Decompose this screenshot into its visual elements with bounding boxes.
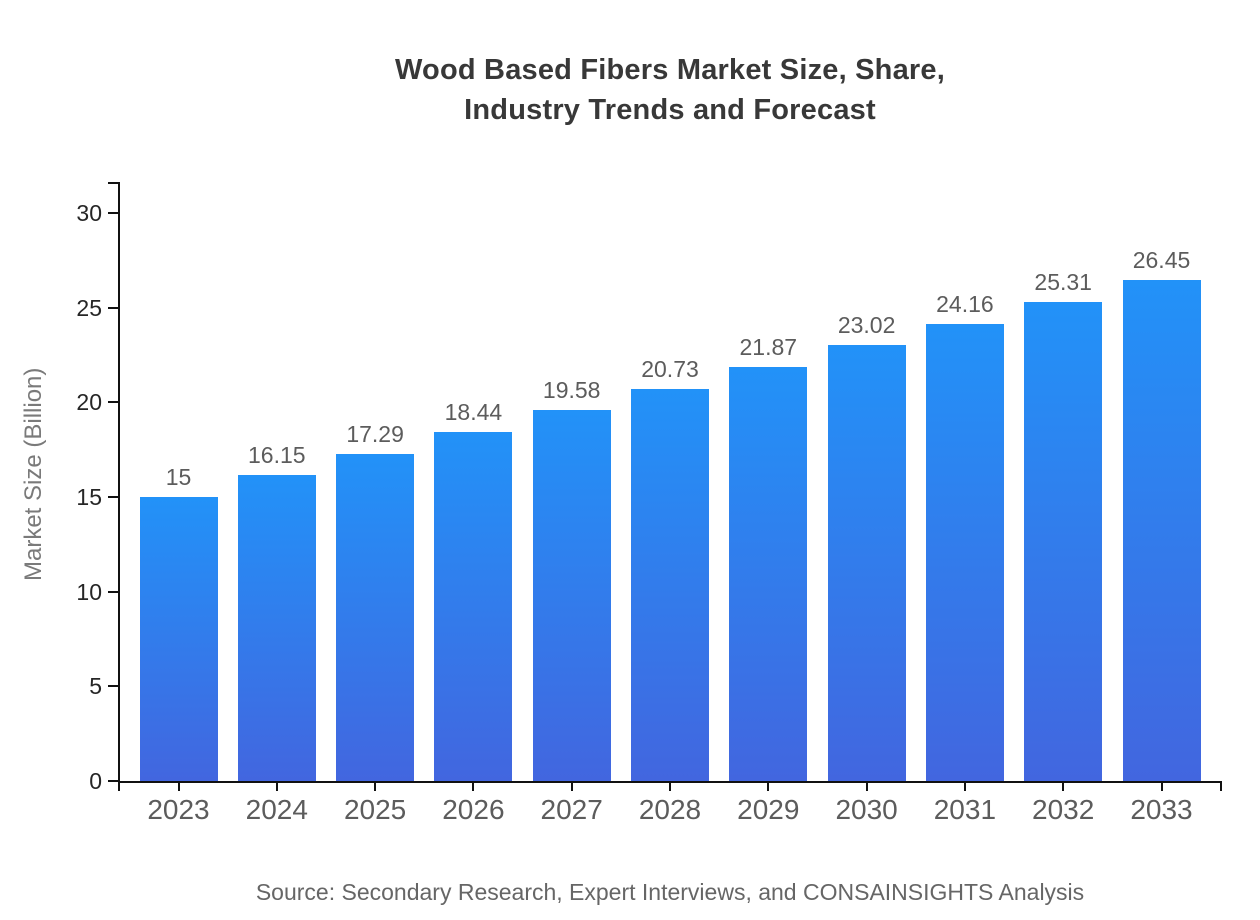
chart-title: Wood Based Fibers Market Size, Share, In… bbox=[395, 54, 945, 126]
x-tick bbox=[570, 781, 573, 791]
x-tick-label-2023: 2023 bbox=[147, 794, 210, 825]
bar-2030 bbox=[827, 345, 906, 781]
x-tick-label-2033: 2033 bbox=[1130, 794, 1193, 825]
y-tick bbox=[108, 590, 118, 593]
bar-value-label: 26.45 bbox=[1132, 247, 1191, 274]
bar-value-label: 15 bbox=[165, 464, 192, 490]
bar-value-label: 18.44 bbox=[444, 398, 503, 425]
bar-2031 bbox=[925, 323, 1004, 781]
x-tick bbox=[1062, 781, 1065, 791]
bar-value-label: 19.58 bbox=[542, 377, 601, 404]
bar-2032 bbox=[1024, 301, 1103, 781]
y-tick-label-20: 20 bbox=[76, 389, 102, 416]
bar-value-label: 16.15 bbox=[248, 442, 306, 469]
x-axis-origin-tick bbox=[118, 781, 120, 791]
x-tick bbox=[767, 781, 770, 791]
y-tick-label-5: 5 bbox=[89, 673, 102, 700]
x-tick-label-2024: 2024 bbox=[245, 794, 308, 825]
x-tick-label-2029: 2029 bbox=[737, 794, 800, 825]
bar-value-label: 25.31 bbox=[1034, 268, 1092, 295]
y-tick-label-25: 25 bbox=[76, 294, 102, 321]
x-tick bbox=[669, 781, 671, 791]
bar-2026 bbox=[434, 431, 513, 781]
bar-2028 bbox=[631, 388, 709, 781]
x-tick-label-2027: 2027 bbox=[540, 794, 603, 825]
x-tick-label-2031: 2031 bbox=[933, 794, 997, 825]
y-tick bbox=[108, 780, 118, 782]
x-tick bbox=[865, 781, 868, 791]
x-tick-label-2025: 2025 bbox=[343, 794, 407, 825]
y-tick bbox=[108, 496, 118, 498]
y-axis-end-cap bbox=[108, 182, 118, 184]
x-tick bbox=[374, 781, 377, 791]
plot-area: 15 2023 16.15 2024 17.29 2025 18.44 2026 19.58 20… bbox=[76, 182, 1222, 825]
source-note: Source: Secondary Research, Expert Inter… bbox=[255, 879, 1085, 905]
x-tick bbox=[1160, 781, 1163, 791]
x-tick bbox=[472, 781, 475, 791]
x-tick-label-2032: 2032 bbox=[1032, 794, 1095, 825]
y-tick-label-15: 15 bbox=[76, 484, 102, 510]
y-axis-line bbox=[118, 182, 120, 781]
bar-value-label: 24.16 bbox=[936, 290, 994, 317]
bar-value-label: 21.87 bbox=[739, 333, 798, 360]
x-axis-end-cap bbox=[1220, 781, 1222, 791]
y-tick-label-0: 0 bbox=[89, 768, 102, 794]
x-tick bbox=[177, 781, 180, 791]
bar-2033 bbox=[1122, 280, 1201, 781]
bar-2023 bbox=[139, 497, 218, 781]
bar-2029 bbox=[729, 366, 808, 781]
x-tick bbox=[963, 781, 966, 791]
bar-value-label: 20.73 bbox=[641, 355, 699, 382]
bar-value-label: 23.02 bbox=[837, 312, 896, 339]
x-tick-label-2026: 2026 bbox=[442, 794, 505, 825]
bar-2025 bbox=[336, 453, 415, 781]
bar-2024 bbox=[237, 475, 316, 781]
y-tick bbox=[108, 401, 118, 404]
x-tick-label-2030: 2030 bbox=[835, 794, 898, 825]
x-tick-label-2028: 2028 bbox=[638, 794, 702, 825]
y-tick bbox=[108, 685, 118, 688]
bar-2027 bbox=[532, 410, 611, 781]
y-tick-label-30: 30 bbox=[76, 200, 102, 226]
y-tick bbox=[108, 306, 118, 309]
bar-value-label: 17.29 bbox=[346, 420, 404, 447]
y-tick-label-10: 10 bbox=[76, 578, 102, 605]
x-tick bbox=[275, 781, 278, 791]
y-tick bbox=[108, 212, 118, 214]
